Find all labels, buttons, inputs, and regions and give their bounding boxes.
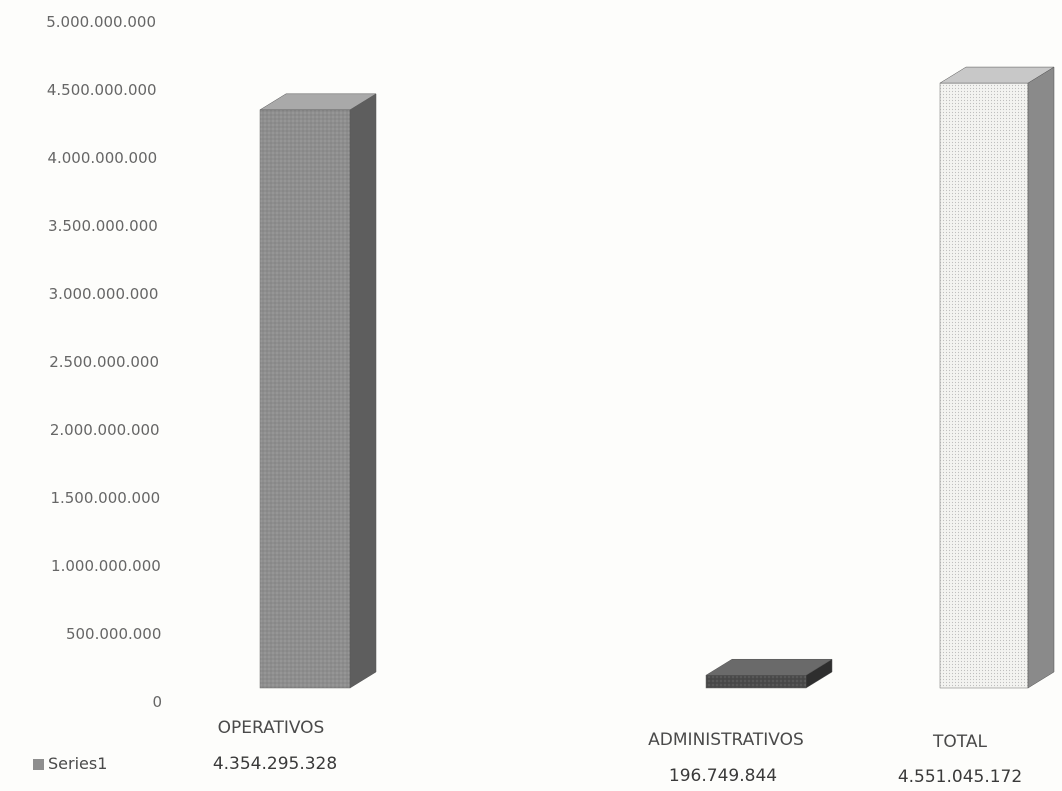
category-label-operativos: OPERATIVOS: [218, 718, 325, 738]
y-tick-label: 4.000.000.000: [47, 149, 157, 167]
y-tick-label: 0: [152, 693, 162, 711]
bar-top: [705, 658, 833, 676]
bar-operativos: [259, 93, 377, 689]
bar-total: [939, 66, 1055, 689]
bar-texture: [260, 109, 350, 688]
category-label-administrativos: ADMINISTRATIVOS: [648, 730, 804, 750]
category-labels: OPERATIVOS ADMINISTRATIVOS TOTAL: [218, 718, 988, 752]
bars: [259, 66, 1055, 689]
value-label-operativos: 4.354.295.328: [213, 754, 337, 774]
y-axis: 0 500.000.000 1.000.000.000 1.500.000.000 2.…: [46, 13, 162, 711]
bar-side: [349, 93, 377, 689]
category-label-total: TOTAL: [932, 732, 987, 752]
bar-top: [259, 93, 377, 111]
bar-texture: [706, 675, 806, 688]
y-tick-label: 1.500.000.000: [50, 489, 160, 507]
value-label-total: 4.551.045.172: [898, 767, 1022, 787]
y-tick-label: 3.000.000.000: [49, 285, 159, 303]
value-label-administrativos: 196.749.844: [669, 766, 777, 786]
value-labels: 4.354.295.328 196.749.844 4.551.045.172: [213, 754, 1022, 787]
y-tick-label: 5.000.000.000: [46, 13, 156, 31]
bar-administrativos: [705, 658, 833, 689]
legend-label-series1: Series1: [48, 754, 107, 773]
y-tick-label: 4.500.000.000: [47, 81, 157, 99]
bar-texture: [940, 83, 1028, 688]
y-tick-label: 2.500.000.000: [49, 353, 159, 371]
bar-top: [939, 66, 1055, 84]
y-tick-label: 3.500.000.000: [48, 217, 158, 235]
bar-side: [1027, 66, 1055, 689]
y-tick-label: 2.000.000.000: [50, 421, 160, 439]
y-tick-label: 1.000.000.000: [51, 557, 161, 575]
y-tick-label: 500.000.000: [66, 625, 161, 643]
legend: Series1: [33, 754, 107, 773]
legend-swatch: [33, 759, 44, 770]
